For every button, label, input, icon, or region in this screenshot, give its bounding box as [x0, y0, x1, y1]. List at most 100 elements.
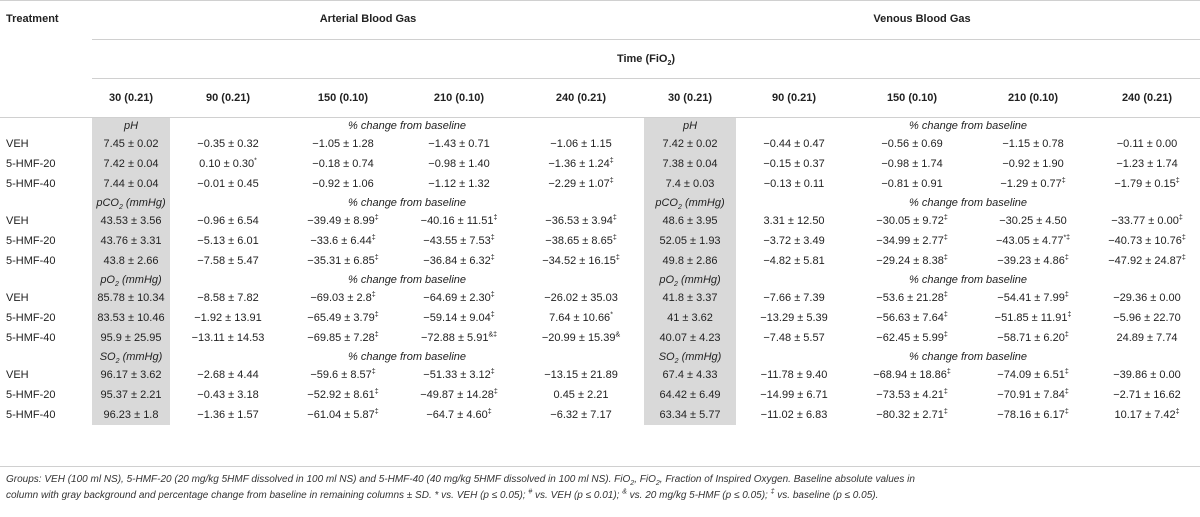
param-sub: 2 — [115, 357, 120, 365]
significance-marker: ‡ — [943, 291, 948, 299]
art-value-cell: −26.02 ± 35.03 — [518, 288, 644, 308]
art-value-cell: −5.13 ± 6.01 — [170, 231, 286, 251]
art-value-cell: −52.92 ± 8.61‡ — [286, 385, 400, 405]
ven-value-cell: −53.6 ± 21.28‡ — [852, 288, 972, 308]
table-row: VEH 96.17 ± 3.62 −2.68 ± 4.44 −59.6 ± 8.57‡… — [0, 365, 1200, 385]
ven-value-cell: −39.86 ± 0.00 — [1094, 365, 1200, 385]
ven-timepoint-header: 240 (0.21) — [1094, 77, 1200, 117]
cell-value: −39.49 ± 8.99 — [307, 215, 375, 227]
significance-marker: ‡ — [374, 254, 379, 262]
cell-value: −5.13 ± 6.01 — [197, 235, 259, 247]
param-main: SO — [99, 350, 116, 363]
cell-value: −0.35 ± 0.32 — [197, 138, 259, 150]
ven-timepoint-header: 90 (0.21) — [736, 77, 853, 117]
cell-value: 83.53 ± 10.46 — [97, 312, 165, 324]
ven-value-cell: −3.72 ± 3.49 — [736, 231, 852, 251]
cell-value: −0.01 ± 0.45 — [197, 178, 259, 190]
cell-value: 7.64 ± 10.66 — [549, 312, 611, 324]
cell-value: −29.24 ± 8.38 — [876, 255, 944, 267]
art-value-cell: −1.05 ± 1.28 — [286, 134, 400, 154]
art-value-cell: 96.23 ± 1.8 — [92, 405, 170, 425]
cell-value: −78.16 ± 6.17 — [997, 409, 1065, 421]
art-value-cell: −51.33 ± 3.12‡ — [400, 365, 518, 385]
cell-value: −35.31 ± 6.85 — [307, 255, 375, 267]
ven-value-cell: −47.92 ± 24.87‡ — [1094, 251, 1200, 271]
cell-value: −0.13 ± 0.11 — [763, 178, 825, 190]
ven-value-cell: −40.73 ± 10.76‡ — [1094, 231, 1200, 251]
ven-value-cell: −43.05 ± 4.77*‡ — [972, 231, 1094, 251]
art-value-cell: −0.01 ± 0.45 — [170, 174, 286, 194]
ven-value-cell: 41 ± 3.62 — [644, 308, 737, 328]
time-label: Time (FiO — [616, 52, 668, 65]
art-value-cell: 0.10 ± 0.30* — [170, 154, 286, 174]
significance-marker: ‡ — [1061, 177, 1066, 185]
cell-value: −40.73 ± 10.76 — [1108, 235, 1182, 247]
ven-value-cell: −34.99 ± 2.77‡ — [852, 231, 972, 251]
treatment-label: 5-HMF-20 — [6, 158, 56, 170]
significance-marker: ‡ — [374, 388, 379, 396]
param-main: pH — [682, 119, 698, 132]
cell-value: 40.07 ± 4.23 — [659, 332, 721, 344]
ven-value-cell: −13.29 ± 5.39 — [736, 308, 852, 328]
cell-value: −53.6 ± 21.28 — [876, 292, 944, 304]
table-row: VEH 7.45 ± 0.02 −0.35 ± 0.32 −1.05 ± 1.28 −1… — [0, 134, 1200, 154]
cell-value: −70.91 ± 7.84 — [997, 389, 1065, 401]
art-value-cell: −1.36 ± 1.24‡ — [518, 154, 644, 174]
cell-value: 49.8 ± 2.86 — [662, 255, 718, 267]
cell-value: −13.11 ± 14.53 — [191, 332, 265, 344]
ven-value-cell: −58.71 ± 6.20‡ — [972, 328, 1094, 348]
treatment-label: 5-HMF-40 — [6, 409, 56, 421]
pct-change-label: % change from baseline — [909, 196, 1028, 209]
cell-value: −2.68 ± 4.44 — [197, 369, 259, 381]
parameter-label: pO2 (mmHg) — [92, 271, 170, 288]
art-value-cell: 7.45 ± 0.02 — [92, 134, 170, 154]
cell-value: −0.92 ± 1.06 — [312, 178, 374, 190]
ven-value-cell: 48.6 ± 3.95 — [644, 211, 737, 231]
significance-marker: ‡ — [487, 408, 492, 416]
table-row: 5-HMF-20 43.76 ± 3.31 −5.13 ± 6.01 −33.6 ± … — [0, 231, 1200, 251]
ven-value-cell: −0.15 ± 0.37 — [736, 154, 852, 174]
ven-value-cell: 63.34 ± 5.77 — [644, 405, 737, 425]
art-value-cell: −0.96 ± 6.54 — [170, 211, 286, 231]
ven-value-cell: −11.78 ± 9.40 — [736, 365, 852, 385]
ven-value-cell: −62.45 ± 5.99‡ — [852, 328, 972, 348]
significance-marker: ‡ — [1175, 408, 1180, 416]
cell-value: −26.02 ± 35.03 — [544, 292, 618, 304]
cell-value: 24.89 ± 7.74 — [1116, 332, 1178, 344]
ven-value-cell: −1.29 ± 0.77‡ — [972, 174, 1094, 194]
cell-value: 10.17 ± 7.42 — [1114, 409, 1176, 421]
cell-value: 7.44 ± 0.04 — [103, 178, 159, 190]
art-value-cell: −35.31 ± 6.85‡ — [286, 251, 400, 271]
cell-value: −51.33 ± 3.12 — [423, 369, 491, 381]
cell-value: −61.04 ± 5.87 — [307, 409, 375, 421]
cell-value: −80.32 ± 2.71 — [876, 409, 944, 421]
art-value-cell: −65.49 ± 3.79‡ — [286, 308, 400, 328]
param-header-row: pH % change from baseline pH % change from … — [0, 116, 1200, 134]
pct-change-label: % change from baseline — [348, 196, 467, 209]
cell-value: −4.82 ± 5.81 — [763, 255, 825, 267]
pct-change-label: % change from baseline — [736, 116, 1200, 134]
cell-value: −51.85 ± 11.91 — [994, 312, 1068, 324]
parameter-label: pH — [92, 116, 170, 134]
cell-value: 7.42 ± 0.02 — [662, 138, 718, 150]
cell-value: 43.8 ± 2.66 — [103, 255, 159, 267]
art-value-cell: −38.65 ± 8.65‡ — [518, 231, 644, 251]
significance-marker: ‡ — [615, 254, 620, 262]
table-row: 5-HMF-40 7.44 ± 0.04 −0.01 ± 0.45 −0.92 ± 1… — [0, 174, 1200, 194]
ven-value-cell: 67.4 ± 4.33 — [644, 365, 737, 385]
cell-value: −0.44 ± 0.47 — [763, 138, 825, 150]
art-value-cell: 95.37 ± 2.21 — [92, 385, 170, 405]
significance-marker: ‡ — [490, 291, 495, 299]
table-row: VEH 85.78 ± 10.34 −8.58 ± 7.82 −69.03 ± 2.8… — [0, 288, 1200, 308]
cell-value: 41 ± 3.62 — [667, 312, 713, 324]
significance-marker: ‡ — [493, 388, 498, 396]
art-value-cell: −7.58 ± 5.47 — [170, 251, 286, 271]
cell-value: −74.09 ± 6.51 — [997, 369, 1065, 381]
bottom-rule — [0, 466, 1200, 467]
cell-value: −0.98 ± 1.40 — [428, 158, 490, 170]
significance-marker: ‡ — [1181, 234, 1186, 242]
footnote-line-1: Groups: VEH (100 ml NS), 5-HMF-20 (20 mg… — [6, 472, 1191, 488]
ven-value-cell: −74.09 ± 6.51‡ — [972, 365, 1094, 385]
art-value-cell: −0.92 ± 1.06 — [286, 174, 400, 194]
ven-value-cell: −7.48 ± 5.57 — [736, 328, 852, 348]
